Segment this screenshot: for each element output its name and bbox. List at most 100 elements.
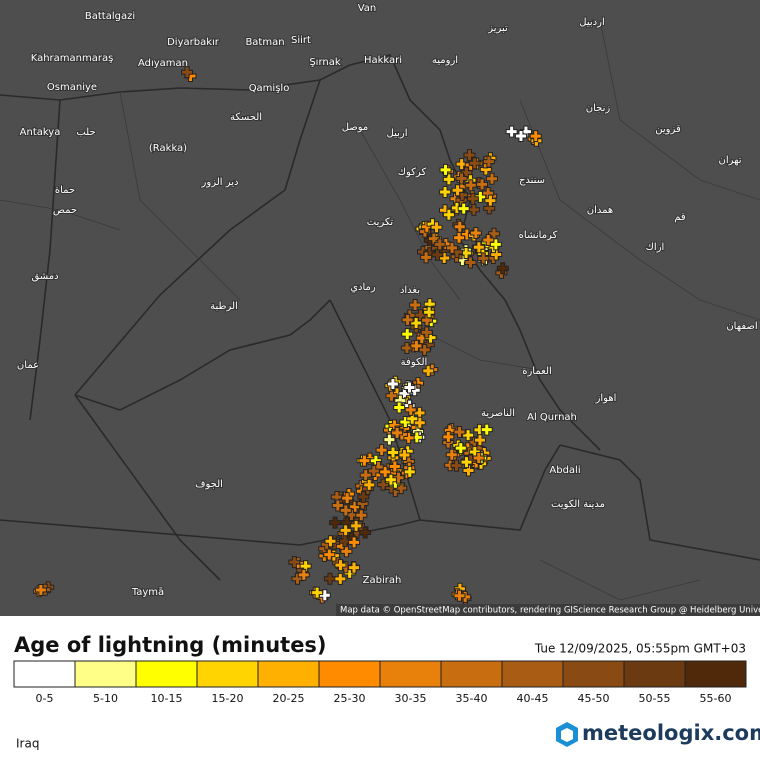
- lightning-strike: [359, 455, 370, 466]
- legend-swatch: [562, 660, 625, 688]
- place-label: الناصرية: [481, 408, 515, 419]
- lightning-strike: [411, 317, 422, 328]
- lightning-strike: [325, 536, 336, 547]
- legend-label: 10-15: [151, 692, 183, 705]
- place-label: دير الزور: [201, 177, 239, 188]
- lightning-strike: [454, 221, 465, 232]
- lightning-strike: [399, 388, 410, 399]
- place-labels: Van Battalgazi Diyarbakır Batman Siirt Kahram…: [16, 2, 759, 599]
- legend-label: 55-60: [700, 692, 732, 705]
- place-label: الكوفة: [401, 357, 428, 368]
- place-label: Taymā: [131, 587, 164, 598]
- attribution-bg: [336, 604, 760, 616]
- attribution: Map data © OpenStreetMap contributors, r…: [340, 606, 760, 616]
- place-label: حمص: [53, 205, 77, 216]
- lightning-strike: [405, 404, 416, 415]
- lightning-strike: [481, 424, 492, 435]
- lightning-strike: [399, 450, 410, 461]
- lightning-strike: [335, 573, 346, 584]
- place-label: Kahramanmaraş: [31, 53, 114, 64]
- place-label: زنجان: [586, 103, 611, 114]
- lightning-strike: [370, 455, 381, 466]
- lightning-strike: [35, 584, 46, 595]
- lightning-strike: [415, 310, 426, 321]
- lightning-strike: [451, 460, 462, 471]
- legend-swatch: [196, 660, 259, 688]
- place-label: Siirt: [291, 35, 311, 46]
- lightning-strike: [473, 242, 484, 253]
- lightning-strike: [349, 537, 360, 548]
- lightning-strike: [332, 500, 343, 511]
- lightning-strike: [489, 228, 500, 239]
- lightning-strike: [312, 587, 323, 598]
- lightning-strike: [440, 164, 451, 175]
- place-label: حلب: [76, 127, 95, 138]
- lightning-strike: [454, 427, 465, 438]
- lightning-strike: [384, 434, 395, 445]
- lightning-strike: [356, 510, 367, 521]
- place-label: Şırnak: [309, 57, 341, 68]
- place-label: تهران: [718, 155, 741, 166]
- lightning-strike: [404, 382, 415, 393]
- lightning-strike: [389, 461, 400, 472]
- lightning-strike: [358, 491, 369, 502]
- lightning-strike: [470, 227, 481, 238]
- lightning-strike: [497, 263, 508, 274]
- legend-label: 15-20: [212, 692, 244, 705]
- legend-label: 35-40: [456, 692, 488, 705]
- lightning-strike: [289, 557, 300, 568]
- lightning-strike: [351, 520, 362, 531]
- lightning-strike: [410, 300, 421, 311]
- lightning-strike: [421, 252, 432, 263]
- lightning-strike: [490, 239, 501, 250]
- legend-label: 20-25: [273, 692, 305, 705]
- lightning-strike: [385, 474, 396, 485]
- lightning-strike: [340, 525, 351, 536]
- lightning-strike: [439, 253, 450, 264]
- legend-swatch: [684, 660, 747, 688]
- legend-swatch: [257, 660, 320, 688]
- lightning-strike: [443, 174, 454, 185]
- lightning-strike: [443, 431, 454, 442]
- place-label: رمادي: [350, 282, 376, 293]
- legend: 0-5 5-10 10-15 15-20 20-25 25-30 30-35 35-40 40-…: [13, 660, 747, 705]
- lightning-strike: [515, 130, 526, 141]
- lightning-strike: [388, 447, 399, 458]
- lightning-strike: [423, 365, 434, 376]
- lightning-strike: [386, 390, 397, 401]
- lightning-strike: [456, 173, 467, 184]
- legend-swatch: [135, 660, 198, 688]
- province-lines: [0, 19, 760, 601]
- place-label: بغداد: [400, 285, 420, 296]
- place-label: Antakya: [20, 127, 61, 138]
- lightning-strike: [455, 443, 466, 454]
- place-label: قم: [674, 212, 686, 223]
- legend-swatch: [440, 660, 503, 688]
- place-label: Zabirah: [363, 575, 402, 586]
- place-label: الرطبة: [210, 301, 238, 312]
- lightning-strike: [376, 445, 387, 456]
- legend-label: 5-10: [93, 692, 118, 705]
- lightning-strike: [392, 427, 403, 438]
- place-label: اربيل: [387, 128, 408, 139]
- place-label: Osmaniye: [47, 82, 97, 93]
- lightning-strike: [419, 344, 430, 355]
- lightning-strike: [330, 517, 341, 528]
- legend-label: 30-35: [395, 692, 427, 705]
- lightning-strike: [368, 466, 379, 477]
- lightning-strike: [298, 569, 309, 580]
- lightning-strike: [434, 239, 445, 250]
- timestamp: Tue 12/09/2025, 05:55pm GMT+03: [534, 642, 746, 656]
- lightning-strike: [469, 447, 480, 458]
- place-label: موصل: [342, 122, 369, 133]
- lightning-strike: [364, 479, 375, 490]
- place-label: Diyarbakır: [167, 37, 220, 48]
- lightning-strike: [464, 150, 475, 161]
- lightning-layer: [33, 66, 543, 605]
- legend-swatch: [501, 660, 564, 688]
- lightning-strike: [403, 432, 414, 443]
- lightning-strike: [431, 222, 442, 233]
- lightning-strike: [404, 466, 415, 477]
- place-label: دمشق: [31, 271, 58, 282]
- lightning-strike: [446, 449, 457, 460]
